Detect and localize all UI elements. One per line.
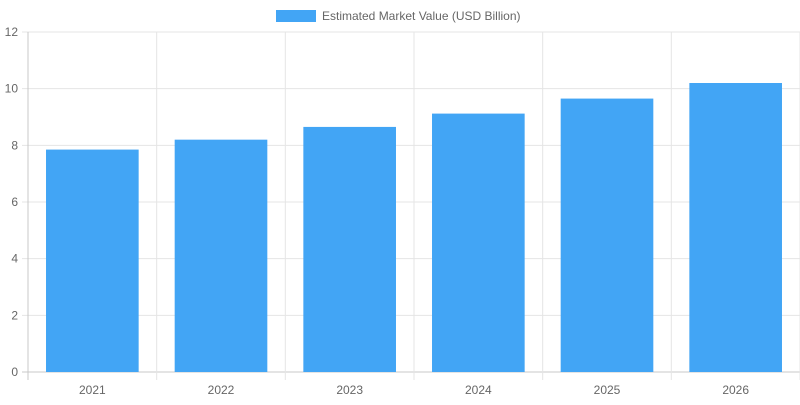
y-tick-label: 10 bbox=[5, 82, 19, 96]
bar-2024[interactable] bbox=[432, 113, 525, 372]
y-tick-label: 0 bbox=[11, 365, 18, 379]
bar-2021[interactable] bbox=[46, 149, 139, 372]
bar-2026[interactable] bbox=[689, 83, 782, 372]
y-tick-label: 4 bbox=[11, 252, 18, 266]
x-tick-label: 2021 bbox=[79, 383, 106, 397]
x-axis-ticks: 2021 2022 2023 2024 2025 2026 bbox=[79, 383, 749, 397]
x-tick-label: 2023 bbox=[336, 383, 363, 397]
legend[interactable]: Estimated Market Value (USD Billion) bbox=[276, 9, 521, 23]
x-tick-label: 2025 bbox=[594, 383, 621, 397]
bars bbox=[46, 83, 782, 373]
legend-swatch bbox=[276, 10, 316, 22]
bar-2022[interactable] bbox=[174, 139, 268, 372]
y-tick-label: 8 bbox=[11, 138, 18, 152]
y-tick-label: 6 bbox=[11, 195, 18, 209]
grid bbox=[22, 31, 800, 380]
bar-2023[interactable] bbox=[303, 126, 396, 373]
x-tick-label: 2024 bbox=[465, 383, 492, 397]
y-axis-ticks: 0 2 4 6 8 10 12 bbox=[5, 25, 19, 379]
y-tick-label: 2 bbox=[11, 308, 18, 322]
legend-label: Estimated Market Value (USD Billion) bbox=[322, 9, 521, 23]
x-tick-label: 2022 bbox=[208, 383, 235, 397]
bar-2025[interactable] bbox=[560, 98, 654, 372]
x-tick-label: 2026 bbox=[722, 383, 749, 397]
y-tick-label: 12 bbox=[5, 25, 19, 39]
